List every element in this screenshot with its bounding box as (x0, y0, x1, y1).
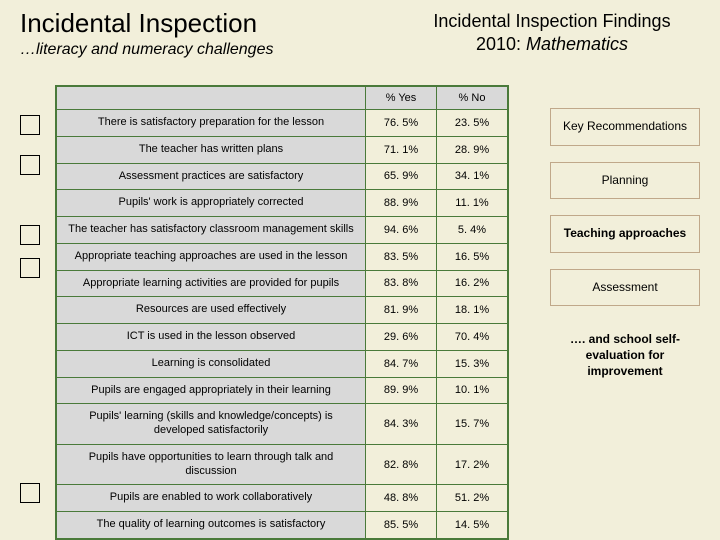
row-yes: 82. 8% (366, 444, 437, 485)
checkbox-icon (20, 115, 40, 135)
page-subtitle: …literacy and numeracy challenges (20, 41, 273, 59)
row-no: 18. 1% (437, 297, 509, 324)
row-yes: 65. 9% (366, 163, 437, 190)
row-yes: 29. 6% (366, 324, 437, 351)
row-yes: 84. 7% (366, 350, 437, 377)
row-no: 10. 1% (437, 377, 509, 404)
row-no: 15. 7% (437, 404, 509, 445)
table-row: Pupils' work is appropriately corrected8… (56, 190, 508, 217)
col-yes-header: % Yes (366, 86, 437, 110)
row-label: Resources are used effectively (56, 297, 366, 324)
side-box: …. and school self-evaluation for improv… (550, 322, 700, 389)
row-label: Pupils' learning (skills and knowledge/c… (56, 404, 366, 445)
table-row: ICT is used in the lesson observed29. 6%… (56, 324, 508, 351)
row-yes: 76. 5% (366, 110, 437, 137)
row-label: ICT is used in the lesson observed (56, 324, 366, 351)
table-row: Pupils have opportunities to learn throu… (56, 444, 508, 485)
table-row: Appropriate learning activities are prov… (56, 270, 508, 297)
row-no: 17. 2% (437, 444, 509, 485)
col-no-header: % No (437, 86, 509, 110)
row-label: Pupils are engaged appropriately in thei… (56, 377, 366, 404)
table-row: The quality of learning outcomes is sati… (56, 512, 508, 539)
row-label: Appropriate learning activities are prov… (56, 270, 366, 297)
row-yes: 83. 5% (366, 243, 437, 270)
checkbox-icon (20, 483, 40, 503)
row-yes: 94. 6% (366, 217, 437, 244)
findings-subject: Mathematics (526, 34, 628, 54)
row-label: Appropriate teaching approaches are used… (56, 243, 366, 270)
table-row: The teacher has written plans71. 1%28. 9… (56, 136, 508, 163)
row-no: 51. 2% (437, 485, 509, 512)
findings-table: % Yes % No There is satisfactory prepara… (55, 85, 509, 540)
row-label: Assessment practices are satisfactory (56, 163, 366, 190)
row-no: 15. 3% (437, 350, 509, 377)
table-row: Learning is consolidated84. 7%15. 3% (56, 350, 508, 377)
table-row: Pupils are enabled to work collaborative… (56, 485, 508, 512)
table-row: There is satisfactory preparation for th… (56, 110, 508, 137)
row-yes: 81. 9% (366, 297, 437, 324)
table-row: Pupils' learning (skills and knowledge/c… (56, 404, 508, 445)
blank-header (56, 86, 366, 110)
row-yes: 85. 5% (366, 512, 437, 539)
findings-title: Incidental Inspection Findings 2010: Mat… (412, 10, 692, 55)
page-title: Incidental Inspection (20, 8, 273, 39)
header-left: Incidental Inspection …literacy and nume… (20, 8, 273, 59)
row-yes: 48. 8% (366, 485, 437, 512)
row-no: 11. 1% (437, 190, 509, 217)
row-label: Pupils' work is appropriately corrected (56, 190, 366, 217)
findings-line1: Incidental Inspection Findings (433, 11, 670, 31)
checkbox-icon (20, 258, 40, 278)
row-label: Pupils have opportunities to learn throu… (56, 444, 366, 485)
row-label: The teacher has written plans (56, 136, 366, 163)
side-box: Teaching approaches (550, 215, 700, 253)
row-no: 34. 1% (437, 163, 509, 190)
table-header-row: % Yes % No (56, 86, 508, 110)
table-row: The teacher has satisfactory classroom m… (56, 217, 508, 244)
side-box: Key Recommendations (550, 108, 700, 146)
side-box: Planning (550, 162, 700, 200)
row-yes: 84. 3% (366, 404, 437, 445)
side-box: Assessment (550, 269, 700, 307)
side-column: Key Recommendations Planning Teaching appr… (550, 108, 700, 405)
table-row: Pupils are engaged appropriately in thei… (56, 377, 508, 404)
row-label: There is satisfactory preparation for th… (56, 110, 366, 137)
row-label: Learning is consolidated (56, 350, 366, 377)
row-yes: 88. 9% (366, 190, 437, 217)
checkbox-icon (20, 225, 40, 245)
row-yes: 71. 1% (366, 136, 437, 163)
row-yes: 89. 9% (366, 377, 437, 404)
findings-year: 2010: (476, 34, 526, 54)
row-no: 23. 5% (437, 110, 509, 137)
row-no: 16. 5% (437, 243, 509, 270)
header-right: Incidental Inspection Findings 2010: Mat… (412, 10, 692, 55)
row-no: 28. 9% (437, 136, 509, 163)
table-row: Assessment practices are satisfactory65.… (56, 163, 508, 190)
row-label: Pupils are enabled to work collaborative… (56, 485, 366, 512)
row-no: 16. 2% (437, 270, 509, 297)
row-yes: 83. 8% (366, 270, 437, 297)
table-row: Resources are used effectively81. 9%18. … (56, 297, 508, 324)
table-row: Appropriate teaching approaches are used… (56, 243, 508, 270)
row-no: 5. 4% (437, 217, 509, 244)
row-label: The quality of learning outcomes is sati… (56, 512, 366, 539)
checkbox-icon (20, 155, 40, 175)
row-no: 70. 4% (437, 324, 509, 351)
row-label: The teacher has satisfactory classroom m… (56, 217, 366, 244)
row-no: 14. 5% (437, 512, 509, 539)
